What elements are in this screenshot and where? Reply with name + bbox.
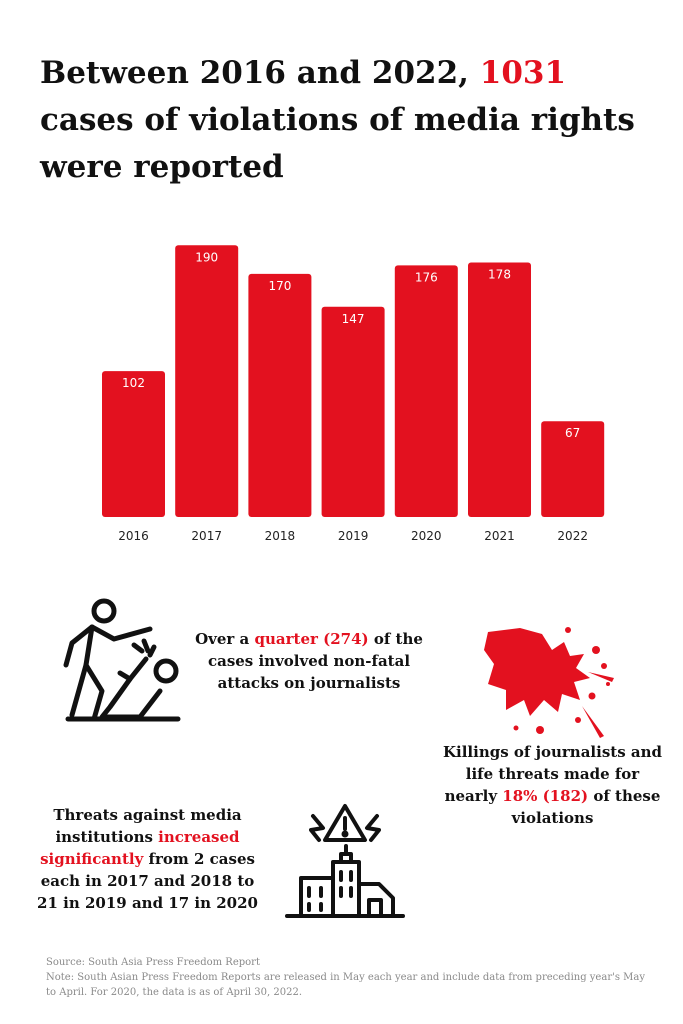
fact-threats-highlight: increased significantly (40, 828, 240, 868)
bar-2016 (102, 371, 165, 517)
bar-value-label-2021: 178 (488, 267, 511, 281)
x-tick-label-2016: 2016 (118, 529, 149, 543)
x-tick-label-2020: 2020 (411, 529, 442, 543)
bar-2019 (321, 306, 385, 517)
bar-value-label-2020: 176 (415, 270, 438, 284)
fact-attacks-before: Over a (195, 630, 255, 648)
fact-killings-before: Killings of journalists and life threats… (443, 743, 662, 805)
fact-attacks-highlight: quarter (274) (254, 630, 369, 648)
fact-killings-after: of these violations (511, 787, 661, 827)
title-text-before: Between 2016 and 2022, (40, 55, 480, 91)
fact-threats-after: from 2 cases each in 2017 and 2018 to 21… (37, 850, 258, 912)
note-line: Note: South Asian Press Freedom Reports … (46, 972, 646, 998)
x-tick-label-2021: 2021 (484, 529, 515, 543)
bar-chart: 102 2016 190 2017 170 2018 147 2019 176 2020 178 20… (102, 245, 605, 543)
x-tick-label-2018: 2018 (265, 529, 296, 543)
title-highlight: 1031 (479, 55, 567, 91)
title-text-after: cases of violations of media rights were… (40, 102, 635, 185)
fact-killings-highlight: 18% (182) (502, 787, 589, 805)
bar-value-label-2019: 147 (342, 312, 365, 326)
fact-threats-before: Threats against media institutions (53, 806, 242, 846)
bar-value-label-2017: 190 (195, 250, 218, 264)
bar-2017 (175, 245, 239, 518)
fact-attacks: Over a quarter (274) of the cases involv… (195, 628, 423, 694)
bar-2021 (468, 262, 531, 517)
bar-value-label-2022: 67 (565, 426, 580, 440)
source-line: Source: South Asia Press Freedom Report (46, 957, 260, 968)
blood-splatter-icon (484, 627, 614, 738)
x-tick-label-2019: 2019 (338, 529, 369, 543)
x-tick-label-2017: 2017 (191, 529, 222, 543)
assault-icon (63, 598, 181, 722)
building-warning-icon (285, 804, 405, 918)
bar-2018 (248, 273, 312, 517)
bar-2022 (541, 421, 605, 517)
fact-attacks-after: of the cases involved non-fatal attacks … (207, 630, 423, 692)
source-note: Source: South Asia Press Freedom Report … (46, 955, 656, 1000)
fact-killings: Killings of journalists and life threats… (440, 741, 665, 829)
page-title: Between 2016 and 2022, 1031 cases of vio… (40, 50, 660, 191)
x-tick-label-2022: 2022 (557, 529, 588, 543)
bar-value-label-2016: 102 (122, 376, 145, 390)
fact-threats: Threats against media institutions incre… (35, 804, 260, 914)
bar-value-label-2018: 170 (268, 279, 291, 293)
bar-2020 (394, 265, 458, 517)
